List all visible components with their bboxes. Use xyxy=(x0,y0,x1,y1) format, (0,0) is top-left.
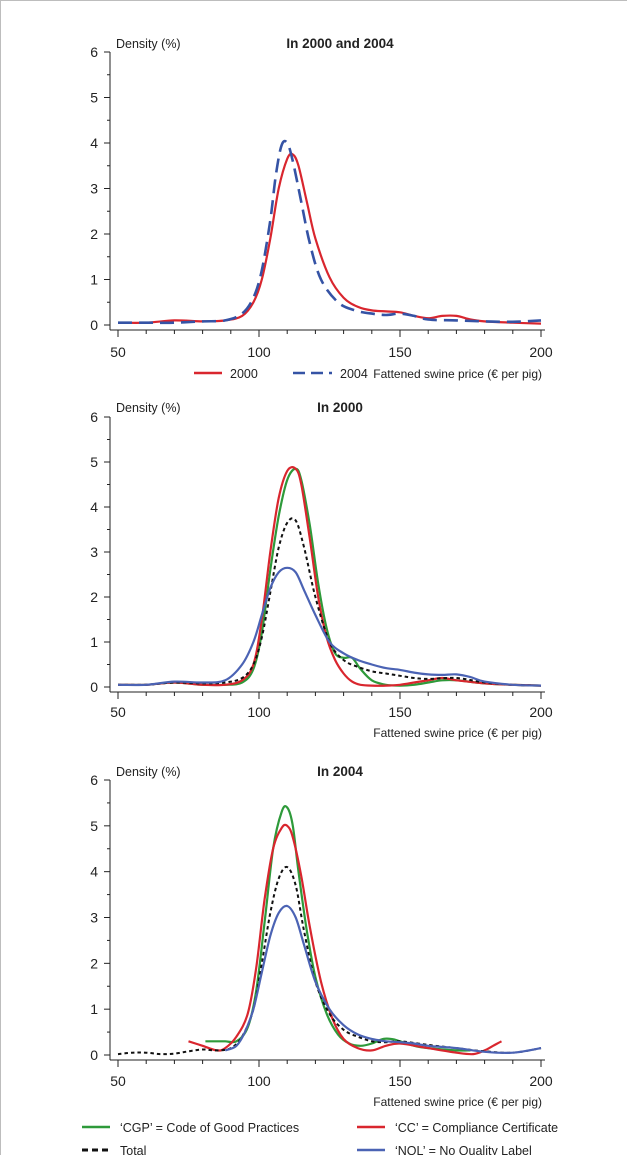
series-line-nql xyxy=(117,566,542,687)
y-tick-label: 5 xyxy=(90,90,98,106)
legend-item-total: Total xyxy=(82,1144,146,1155)
y-tick-label: 3 xyxy=(90,910,98,926)
legend-label: ‘CGP’ = Code of Good Practices xyxy=(120,1121,299,1135)
y-tick-label: 4 xyxy=(90,499,98,515)
y-tick-label: 1 xyxy=(90,1001,98,1017)
x-tick-label: 200 xyxy=(529,344,553,360)
y-tick-label: 0 xyxy=(90,317,98,333)
chart-panel-2: 0 1 2 3 4 5 6 50 100 150 200 Density (%) In 2000 Fatt… xyxy=(90,400,553,740)
y-tick-label: 2 xyxy=(90,226,98,242)
y-tick-label: 2 xyxy=(90,589,98,605)
legend-item-cgp: ‘CGP’ = Code of Good Practices xyxy=(82,1121,299,1135)
y-axis-title: Density (%) xyxy=(116,401,181,415)
y-axis-title: Density (%) xyxy=(116,37,181,51)
x-tick-label: 150 xyxy=(388,704,412,720)
y-axis-title: Density (%) xyxy=(116,765,181,779)
x-tick-label: 100 xyxy=(247,704,271,720)
legend-item-cc: ‘CC’ = Compliance Certificate xyxy=(357,1121,558,1135)
series-line-cgp xyxy=(117,467,542,687)
legend-item-2004: 2004 xyxy=(293,367,368,381)
legend-label: 2004 xyxy=(340,367,368,381)
y-tick-label: 6 xyxy=(90,44,98,60)
y-tick-label: 3 xyxy=(90,181,98,197)
legend-label: Total xyxy=(120,1144,146,1155)
x-tick-label: 100 xyxy=(247,344,271,360)
y-tick-label: 5 xyxy=(90,454,98,470)
y-tick-label: 3 xyxy=(90,544,98,560)
chart-panel-1: 0 1 2 3 4 5 6 50 100 150 200 Density (%) In 2000 and… xyxy=(90,36,553,381)
legend-label: ‘CC’ = Compliance Certificate xyxy=(395,1121,558,1135)
y-tick-label: 4 xyxy=(90,135,98,151)
x-tick-label: 200 xyxy=(529,1073,553,1089)
x-tick-label: 100 xyxy=(247,1073,271,1089)
y-tick-label: 0 xyxy=(90,1047,98,1063)
series-line-2004 xyxy=(117,139,542,325)
x-axis-title: Fattened swine price (€ per pig) xyxy=(373,367,542,381)
series-line-cc xyxy=(188,823,502,1056)
series-line-total xyxy=(117,517,542,687)
x-tick-label: 200 xyxy=(529,704,553,720)
x-axis-title: Fattened swine price (€ per pig) xyxy=(373,726,542,740)
x-tick-label: 150 xyxy=(388,344,412,360)
x-tick-label: 50 xyxy=(110,1073,126,1089)
y-tick-label: 2 xyxy=(90,955,98,971)
y-tick-label: 0 xyxy=(90,679,98,695)
x-tick-label: 50 xyxy=(110,704,126,720)
series-line-cgp xyxy=(205,805,471,1052)
legend-item-nql: ‘NQL’ = No Quality Label xyxy=(357,1144,532,1155)
y-tick-label: 1 xyxy=(90,272,98,288)
chart-panel-3: 0 1 2 3 4 5 6 50 100 150 200 Density (%) In 2004 Fatt… xyxy=(90,764,553,1109)
chart-title: In 2000 and 2004 xyxy=(286,36,394,51)
y-tick-label: 5 xyxy=(90,818,98,834)
chart-title: In 2000 xyxy=(317,400,363,415)
y-tick-label: 4 xyxy=(90,864,98,880)
x-axis-title: Fattened swine price (€ per pig) xyxy=(373,1095,542,1109)
series-line-nql xyxy=(224,904,542,1055)
y-tick-label: 1 xyxy=(90,634,98,650)
legend-label: 2000 xyxy=(230,367,258,381)
series-line-total xyxy=(117,865,542,1056)
legend-item-2000: 2000 xyxy=(194,367,258,381)
y-tick-label: 6 xyxy=(90,409,98,425)
legend-label: ‘NQL’ = No Quality Label xyxy=(395,1144,532,1155)
y-tick-label: 6 xyxy=(90,772,98,788)
series-line-2000 xyxy=(117,152,542,325)
series-line-cc xyxy=(117,466,542,687)
x-tick-label: 150 xyxy=(388,1073,412,1089)
chart-title: In 2004 xyxy=(317,764,363,779)
x-tick-label: 50 xyxy=(110,344,126,360)
